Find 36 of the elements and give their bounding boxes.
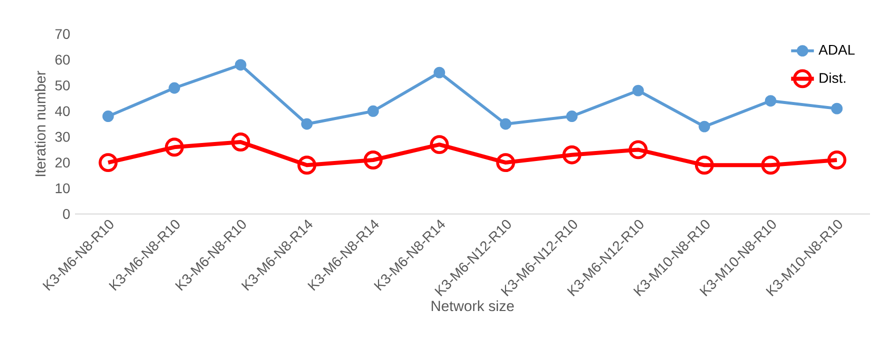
point (500, 118, 512, 130)
point (831, 102, 843, 114)
legend-label: ADAL (818, 45, 855, 55)
point (367, 105, 379, 117)
point (98, 153, 118, 172)
point (234, 59, 246, 71)
y-axis-title: Iteration number (34, 70, 46, 176)
y-tick-label: 0 (63, 209, 70, 219)
point (496, 153, 516, 172)
point (698, 120, 710, 132)
point (297, 156, 316, 175)
y-tick-label: 40 (55, 106, 70, 116)
point (694, 156, 714, 175)
point (301, 118, 313, 130)
legend-label: Dist. (820, 72, 846, 83)
y-tick-label: 10 (56, 183, 70, 194)
point (164, 138, 184, 157)
y-tick-label: 30 (55, 132, 70, 142)
point (434, 66, 446, 78)
point (764, 95, 776, 107)
point (761, 156, 780, 175)
point (827, 150, 846, 170)
y-tick-label: 20 (55, 158, 70, 168)
y-tick-label: 60 (55, 54, 70, 65)
point (628, 140, 648, 160)
point (102, 110, 114, 122)
y-tick-label: 50 (55, 80, 70, 90)
point (231, 132, 250, 152)
y-tick-label: 70 (55, 29, 70, 39)
point (566, 110, 578, 122)
point (430, 135, 449, 154)
x-axis-title: Network size (432, 300, 514, 312)
point (632, 84, 644, 96)
point (168, 82, 180, 94)
point (364, 150, 383, 170)
point (562, 145, 582, 164)
